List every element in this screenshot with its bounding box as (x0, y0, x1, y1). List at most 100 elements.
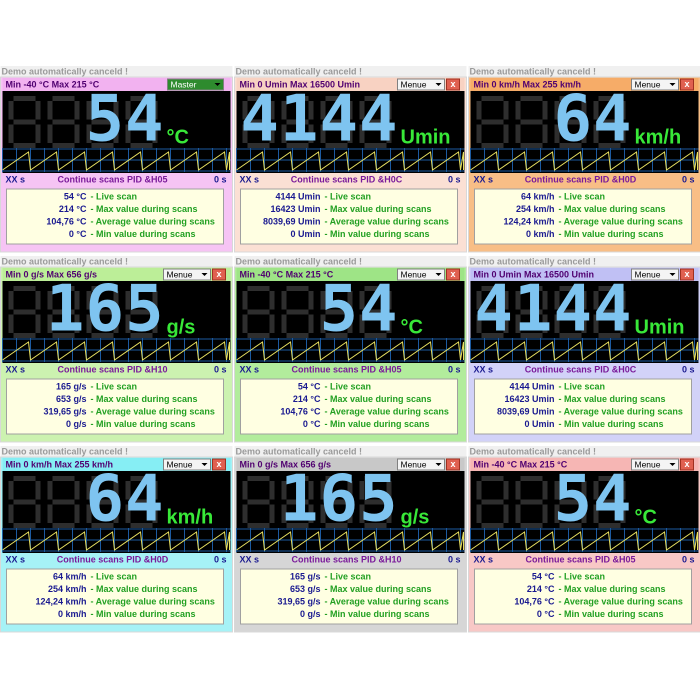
close-label[interactable]: x (450, 79, 455, 89)
ghost-segment (520, 523, 543, 528)
demo-notice: Demo automatically canceld ! (470, 256, 597, 266)
close-button[interactable]: x (680, 268, 694, 281)
menu-box[interactable] (631, 458, 679, 471)
close-box[interactable] (212, 268, 226, 281)
ghost-segment (130, 476, 153, 481)
menu-label[interactable]: Menue (635, 79, 661, 89)
ghost-segment (125, 504, 131, 523)
stat-value: 319,65 g/s (277, 597, 320, 607)
menu-arrow[interactable] (201, 463, 208, 466)
menu-box[interactable] (397, 78, 445, 91)
ghost-segment (247, 96, 270, 101)
close-button[interactable]: x (212, 268, 226, 281)
close-label[interactable]: x (450, 459, 455, 469)
menu-arrow[interactable] (669, 273, 676, 276)
menu-box[interactable] (397, 268, 445, 281)
close-box[interactable] (680, 268, 694, 281)
menu-dropdown[interactable]: Menue (397, 78, 445, 91)
menu-dropdown[interactable]: Menue (163, 268, 211, 281)
menu-dropdown[interactable]: Menue (631, 268, 679, 281)
stat-label: - Average value during scans (91, 597, 215, 607)
close-label[interactable]: x (216, 459, 221, 469)
close-box[interactable] (680, 78, 694, 91)
stat-value: 254 km/h (516, 204, 555, 214)
menu-box[interactable] (631, 268, 679, 281)
ghost-segment (476, 124, 482, 143)
ghost-segment (347, 504, 353, 523)
menu-box[interactable] (163, 268, 211, 281)
ghost-segment (581, 314, 587, 333)
close-box[interactable] (446, 458, 460, 471)
panel: Demo automatically canceld ! Min 0 km/h M… (468, 66, 700, 253)
stat-label: - Min value during scans (91, 419, 196, 429)
ghost-segment (542, 314, 548, 333)
ghost-segment (86, 124, 92, 143)
menu-arrow[interactable] (435, 273, 442, 276)
ghost-segment (320, 291, 326, 310)
menu-label[interactable]: Menue (401, 269, 427, 279)
menu-label[interactable]: Master (171, 79, 197, 89)
menu-box[interactable] (167, 78, 224, 91)
menu-dropdown[interactable]: Menue (631, 458, 679, 471)
ghost-segment (325, 119, 348, 125)
menu-label[interactable]: Menue (167, 459, 193, 469)
ghost-segment (8, 291, 14, 310)
close-box[interactable] (212, 458, 226, 471)
ghost-segment (13, 309, 36, 315)
close-box[interactable] (446, 268, 460, 281)
close-button[interactable]: x (446, 78, 460, 91)
menu-arrow[interactable] (435, 463, 442, 466)
display-value: 64 (553, 83, 632, 157)
close-button[interactable]: x (680, 458, 694, 471)
menu-arrow[interactable] (669, 463, 676, 466)
menu-dropdown[interactable]: Master (167, 78, 224, 91)
stat-label: - Average value during scans (559, 407, 683, 417)
menu-arrow[interactable] (669, 83, 676, 86)
close-label[interactable]: x (216, 269, 221, 279)
menu-dropdown[interactable]: Menue (397, 268, 445, 281)
ghost-segment (91, 96, 114, 101)
ghost-segment (554, 314, 560, 333)
menu-arrow[interactable] (214, 83, 221, 86)
ghost-segment (520, 286, 543, 291)
panel-title: Min 0 g/s Max 656 g/s (240, 459, 332, 469)
close-button[interactable]: x (446, 268, 460, 281)
menu-label[interactable]: Menue (167, 269, 193, 279)
close-label[interactable]: x (684, 269, 689, 279)
ghost-segment (325, 143, 348, 148)
menu-label[interactable]: Menue (401, 459, 427, 469)
menu-arrow[interactable] (201, 273, 208, 276)
close-button[interactable]: x (680, 78, 694, 91)
close-label[interactable]: x (684, 459, 689, 469)
close-button[interactable]: x (212, 458, 226, 471)
menu-dropdown[interactable]: Menue (163, 458, 211, 471)
close-box[interactable] (446, 78, 460, 91)
display-unit: Umin (401, 126, 451, 148)
panel-header-bg (234, 256, 467, 267)
menu-dropdown[interactable]: Menue (397, 458, 445, 471)
menu-box[interactable] (397, 458, 445, 471)
panel-header-bg (234, 446, 467, 457)
stat-value: 16423 Umin (504, 394, 554, 404)
ghost-segment (481, 286, 504, 291)
menu-label[interactable]: Menue (401, 79, 427, 89)
ghost-segment (35, 504, 41, 523)
panel-header-bg (0, 66, 233, 77)
menu-label[interactable]: Menue (635, 459, 661, 469)
ghost-segment (52, 499, 75, 505)
menu-arrow[interactable] (435, 83, 442, 86)
menu-box[interactable] (631, 78, 679, 91)
close-box[interactable] (680, 458, 694, 471)
ghost-segment (515, 314, 521, 333)
menu-label[interactable]: Menue (635, 269, 661, 279)
stat-value: 0 Umin (290, 229, 320, 239)
ghost-segment (247, 499, 270, 505)
ghost-segment (286, 499, 309, 505)
stat-label: - Max value during scans (325, 204, 432, 214)
close-button[interactable]: x (446, 458, 460, 471)
close-label[interactable]: x (684, 79, 689, 89)
close-label[interactable]: x (450, 269, 455, 279)
menu-box[interactable] (163, 458, 211, 471)
menu-dropdown[interactable]: Menue (631, 78, 679, 91)
